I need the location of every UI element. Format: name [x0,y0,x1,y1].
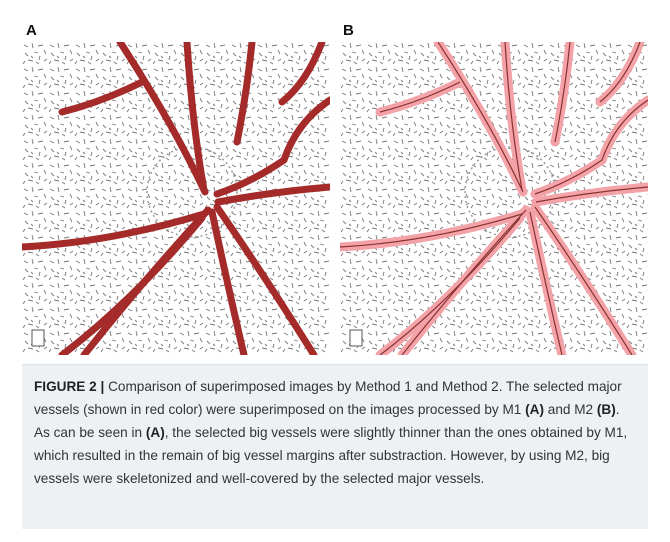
panel-image [340,42,648,355]
scale-bar [350,330,362,346]
panel-label: A [26,22,37,39]
figure: A B FIGURE 2 | Comparison of superimpose… [0,0,670,542]
caption-ref: (A) [525,402,544,417]
caption-text: and M2 [548,402,593,417]
caption-ref: (A) [146,425,165,440]
caption: FIGURE 2 | Comparison of superimposed im… [22,364,648,529]
caption-label: FIGURE 2 | [34,379,104,394]
scale-bar [32,330,44,346]
panel-image [22,42,330,355]
caption-ref: (B) [597,402,616,417]
panel-label: B [343,22,354,39]
